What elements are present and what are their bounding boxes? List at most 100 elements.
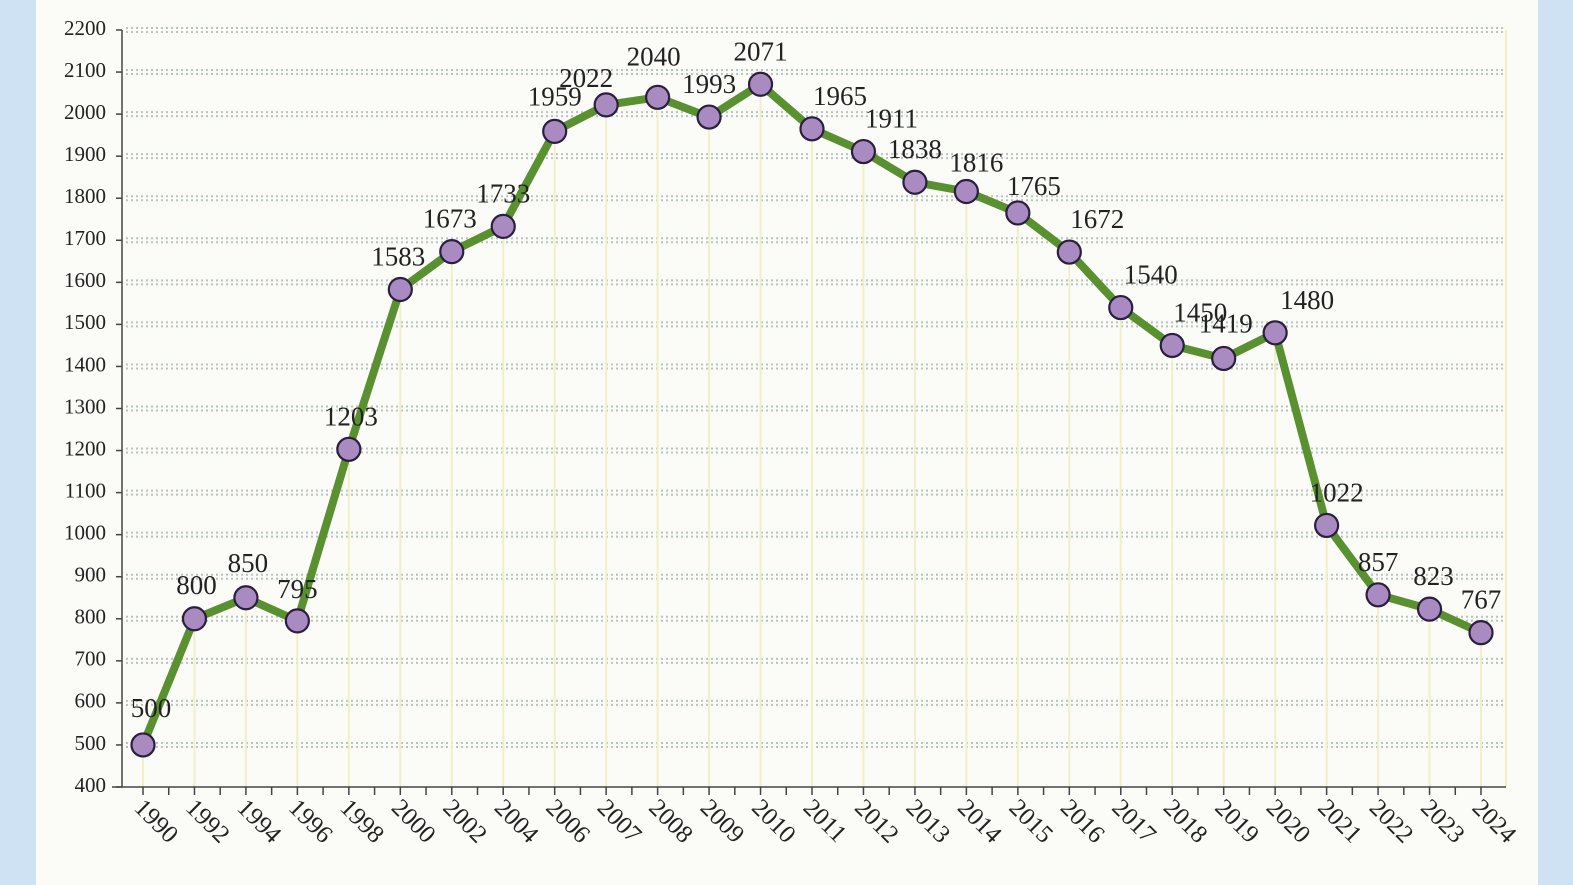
data-label: 767	[1461, 585, 1502, 615]
y-tick-label: 1900	[64, 142, 106, 166]
x-tick-label: 2024	[1467, 794, 1522, 849]
x-tick-label: 1994	[232, 794, 287, 849]
vertical-guides	[142, 30, 1507, 787]
data-label: 1540	[1124, 260, 1178, 290]
data-label: 823	[1413, 561, 1454, 591]
data-point	[439, 239, 465, 265]
x-tick-label: 1998	[335, 794, 389, 848]
x-tick-label: 2000	[386, 794, 440, 848]
data-point	[284, 608, 310, 634]
data-point	[387, 276, 413, 303]
y-tick-label: 2100	[64, 58, 106, 82]
data-point	[1416, 596, 1443, 622]
data-label: 1450	[1173, 297, 1227, 327]
x-tick-label: 1990	[129, 794, 183, 848]
data-point	[1468, 620, 1494, 646]
data-label: 2022	[559, 63, 613, 93]
data-point	[696, 104, 722, 130]
data-label: 1419	[1199, 308, 1253, 338]
data-label: 500	[131, 693, 172, 723]
y-tick-label: 1100	[65, 478, 106, 502]
x-tick-label: 2006	[540, 794, 594, 848]
data-point	[799, 116, 825, 142]
data-point	[542, 118, 568, 144]
y-tick-label: 1700	[64, 226, 106, 250]
x-tick-label: 2019	[1209, 794, 1263, 848]
y-tick-label: 800	[75, 605, 107, 629]
y-tick-label: 1800	[64, 184, 106, 208]
data-label: 800	[176, 570, 217, 600]
data-point	[1314, 512, 1340, 539]
y-tick-label: 2000	[64, 100, 106, 124]
data-label: 1959	[528, 81, 582, 111]
y-tick-label: 1000	[64, 520, 106, 544]
data-label: 1022	[1310, 477, 1364, 507]
data-label: 1838	[888, 134, 942, 164]
y-tick-label: 1400	[64, 352, 106, 376]
data-point	[1262, 320, 1288, 346]
x-tick-label: 1996	[283, 794, 337, 848]
data-label: 1965	[813, 81, 867, 111]
y-tick-label: 500	[75, 731, 107, 755]
x-tick-label: 2017	[1107, 794, 1161, 848]
x-tick-label: 2015	[1004, 794, 1058, 848]
x-tick-label: 2009	[695, 794, 749, 848]
data-point	[953, 178, 979, 205]
x-tick-label: 2008	[643, 794, 697, 848]
x-tick-label: 2007	[592, 794, 646, 848]
data-label: 1672	[1070, 204, 1124, 234]
x-tick-label: 2014	[952, 794, 1007, 849]
data-points	[130, 71, 1494, 758]
data-point	[233, 585, 259, 611]
x-tick-label: 1992	[180, 794, 234, 848]
x-tick-label: 2020	[1261, 794, 1315, 848]
y-tick-label: 900	[75, 563, 107, 587]
x-tick-label: 2011	[798, 794, 852, 848]
y-tick-label: 400	[75, 773, 107, 797]
data-label: 1583	[371, 241, 425, 271]
data-point	[850, 138, 877, 165]
data-label: 1765	[1007, 171, 1061, 201]
data-point	[1159, 332, 1185, 359]
data-point	[645, 84, 671, 110]
x-axis-ticks: 1990199219941996199820002002200420062007…	[129, 787, 1522, 849]
data-label: 2071	[734, 36, 788, 66]
y-tick-label: 2200	[64, 16, 106, 40]
data-label: 1203	[324, 401, 378, 431]
data-label: 2040	[627, 41, 681, 71]
data-point	[1365, 582, 1391, 608]
y-tick-label: 1300	[64, 394, 106, 418]
x-tick-label: 2013	[901, 794, 955, 848]
data-label: 795	[277, 574, 318, 604]
y-tick-label: 600	[75, 689, 107, 713]
data-point	[747, 71, 774, 97]
x-tick-label: 2016	[1055, 794, 1109, 848]
x-tick-label: 2022	[1364, 794, 1418, 848]
data-point	[181, 606, 208, 632]
x-tick-label: 2002	[438, 794, 492, 848]
data-point	[593, 92, 619, 118]
y-tick-label: 1600	[64, 268, 106, 292]
x-tick-label: 2010	[746, 794, 800, 848]
data-label: 1673	[423, 204, 477, 234]
x-tick-label: 2023	[1415, 794, 1469, 848]
data-point	[490, 213, 516, 239]
data-label: 1816	[949, 147, 1003, 177]
data-point	[1005, 200, 1031, 226]
data-point	[130, 732, 156, 758]
x-tick-label: 2012	[849, 794, 903, 848]
x-tick-label: 2018	[1158, 794, 1212, 848]
data-point	[1108, 294, 1134, 321]
y-tick-label: 700	[75, 647, 107, 671]
chart-panel	[36, 0, 1538, 885]
data-label: 1993	[682, 69, 736, 99]
data-label: 1480	[1280, 285, 1334, 315]
y-tick-label: 1200	[64, 436, 106, 460]
data-point	[1211, 345, 1237, 372]
y-axis-ticks: 400 500 600 700 800 900 1000 1100 1200 1300 1400 15…	[64, 16, 122, 797]
data-point	[902, 169, 928, 195]
data-point	[336, 436, 362, 462]
data-point	[1056, 239, 1082, 265]
